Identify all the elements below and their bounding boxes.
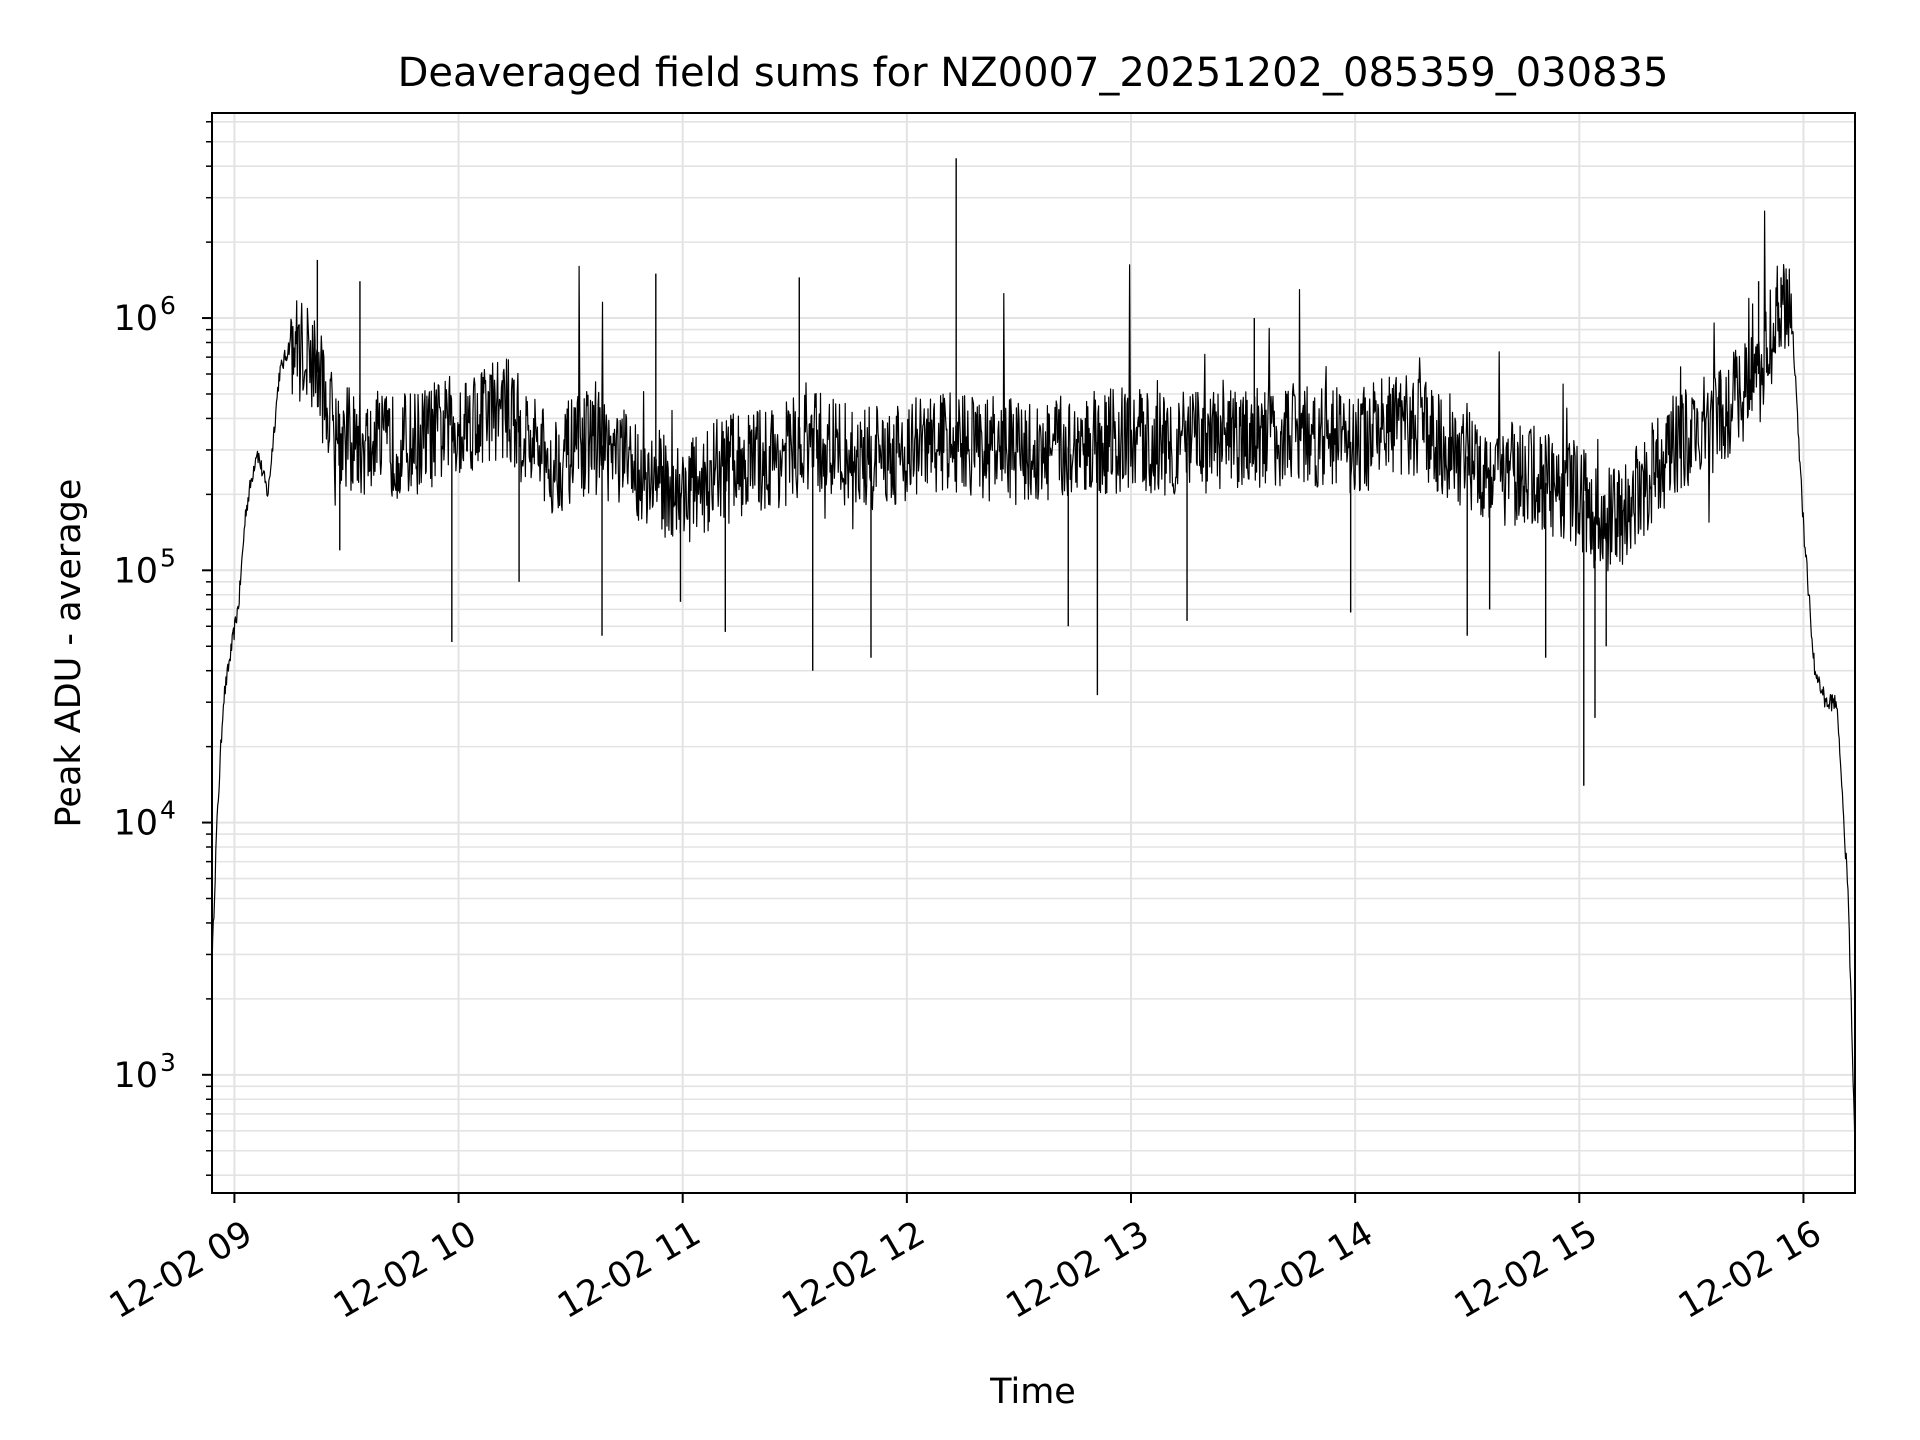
- plot-frame: [211, 112, 1856, 1194]
- series-line: [211, 210, 1856, 1152]
- y-tick-exponent: 4: [160, 796, 176, 825]
- y-tick-exponent: 5: [160, 543, 176, 572]
- chart-title: Deaveraged field sums for NZ0007_2025120…: [398, 50, 1669, 96]
- y-tick-label: 10: [113, 1056, 158, 1096]
- series-group: [211, 158, 1856, 1152]
- y-axis-label: Peak ADU - average: [49, 479, 89, 828]
- y-tick-label: 10: [113, 804, 158, 844]
- grid: [212, 113, 1855, 1193]
- y-tick-label: 10: [113, 299, 158, 339]
- y-tick-exponent: 3: [160, 1048, 176, 1077]
- y-tick-exponent: 6: [160, 291, 176, 320]
- y-tick-label: 10: [113, 551, 158, 591]
- x-axis-label: Time: [989, 1372, 1076, 1412]
